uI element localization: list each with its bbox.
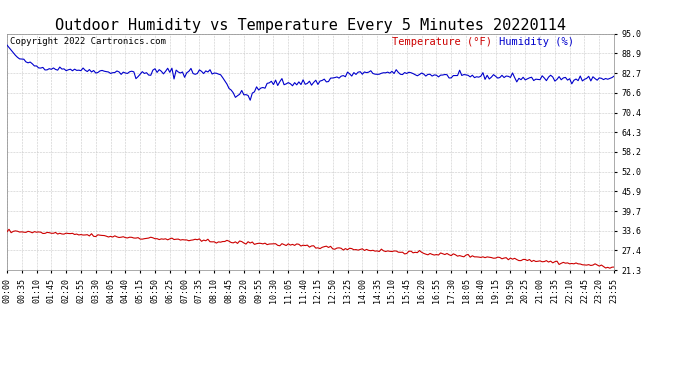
Text: Humidity (%): Humidity (%) [499,37,573,47]
Title: Outdoor Humidity vs Temperature Every 5 Minutes 20220114: Outdoor Humidity vs Temperature Every 5 … [55,18,566,33]
Text: Copyright 2022 Cartronics.com: Copyright 2022 Cartronics.com [10,37,166,46]
Text: Temperature (°F): Temperature (°F) [393,37,493,47]
